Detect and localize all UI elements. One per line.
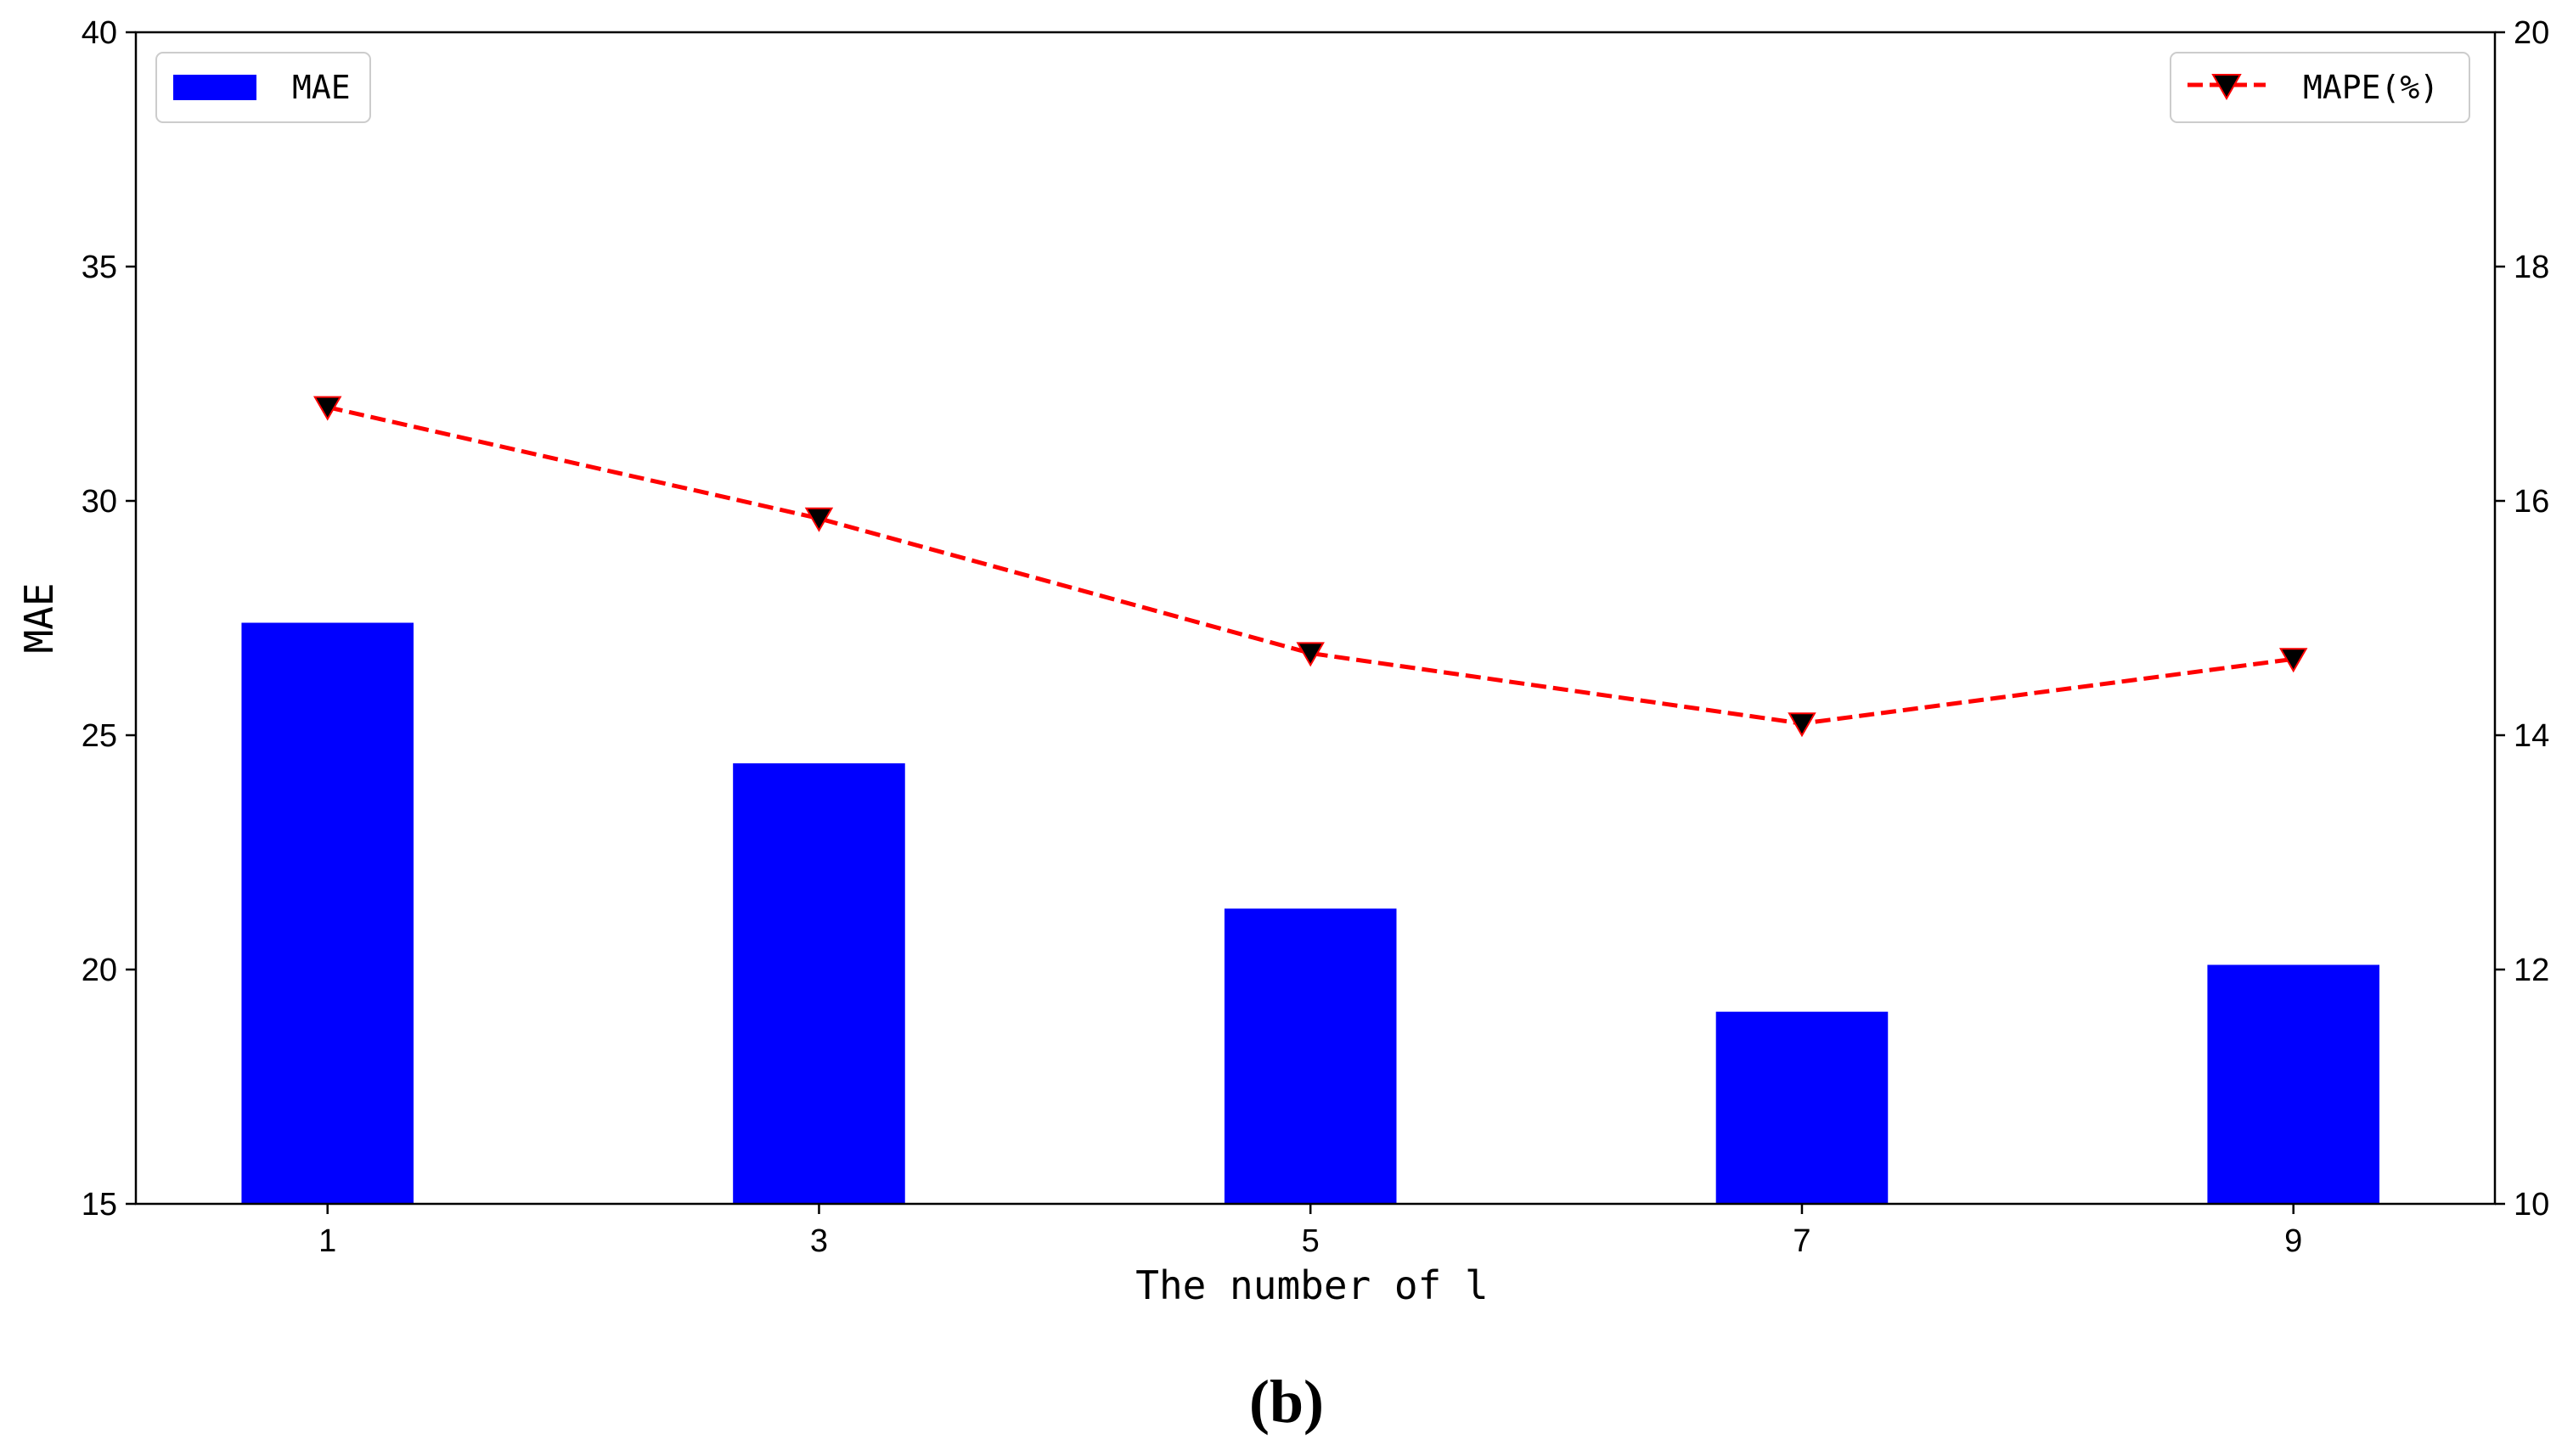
mape-line xyxy=(327,405,2295,726)
legend-mae-label: MAE xyxy=(292,69,351,106)
y-right-tick-label-20: 20 xyxy=(2514,15,2549,51)
mape-marker-3 xyxy=(804,507,834,532)
legend-left: MAE xyxy=(155,52,371,123)
y-left-tick-label-35: 35 xyxy=(82,250,117,285)
x-tick-label-3: 3 xyxy=(810,1223,828,1259)
y-left-tick-label-30: 30 xyxy=(82,484,117,520)
mae-bar-7 xyxy=(1715,1011,1889,1204)
mape-line-layer xyxy=(313,396,2308,738)
mape-marker-7 xyxy=(1788,712,1816,738)
legend-right: MAPE(%) xyxy=(2170,52,2470,123)
mape-marker-1 xyxy=(313,396,342,421)
mae-bar-1 xyxy=(241,622,414,1204)
x-tick-label-1: 1 xyxy=(318,1223,336,1259)
x-tick-label-7: 7 xyxy=(1793,1223,1810,1259)
legend-mape-marker xyxy=(2211,74,2242,101)
mae-bars-layer xyxy=(241,622,2379,1204)
mae-bar-3 xyxy=(733,763,905,1204)
y-right-tick-label-12: 12 xyxy=(2514,953,2549,988)
x-tick-label-5: 5 xyxy=(1302,1223,1320,1259)
mape-marker-5 xyxy=(1296,642,1325,667)
y-right-tick-label-10: 10 xyxy=(2514,1187,2549,1223)
y-left-tick-label-20: 20 xyxy=(82,953,117,988)
y-right-tick-label-18: 18 xyxy=(2514,250,2549,285)
legend-mape-label: MAPE(%) xyxy=(2303,69,2439,106)
y-left-tick-label-40: 40 xyxy=(82,15,117,51)
plot-frame xyxy=(134,31,2497,1206)
x-axis-label: The number of l xyxy=(1135,1262,1488,1308)
y-left-tick-label-25: 25 xyxy=(82,718,117,754)
mae-bar-5 xyxy=(1224,908,1397,1204)
y-axis-label-left: MAE xyxy=(16,582,62,653)
mape-marker-9 xyxy=(2278,648,2308,673)
y-right-tick-label-14: 14 xyxy=(2514,718,2549,754)
legend-mae-swatch xyxy=(173,75,256,100)
mae-bar-9 xyxy=(2207,964,2379,1204)
x-tick-label-9: 9 xyxy=(2284,1223,2302,1259)
legend-right-frame xyxy=(2170,52,2470,123)
y-left-tick-label-15: 15 xyxy=(82,1187,117,1223)
panel-label: (b) xyxy=(1249,1368,1324,1436)
y-right-tick-label-16: 16 xyxy=(2514,484,2549,520)
legend-left-frame xyxy=(155,52,371,123)
